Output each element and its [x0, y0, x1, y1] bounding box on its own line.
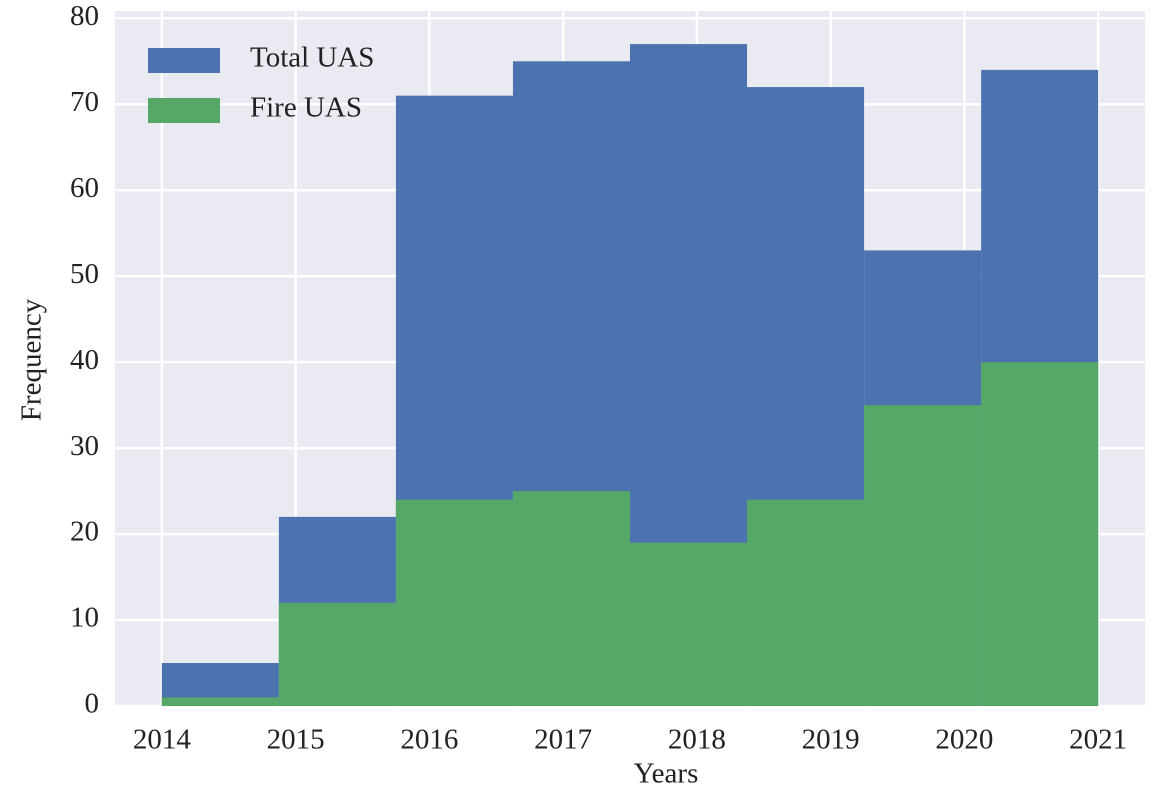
- bar: [747, 499, 865, 706]
- x-tick-label: 2016: [400, 724, 458, 756]
- y-axis-label: Frequency: [16, 298, 48, 421]
- x-tick-label: 2014: [133, 724, 192, 756]
- legend-swatch: [148, 98, 220, 123]
- y-tick-label: 30: [70, 430, 99, 462]
- y-tick-label: 40: [70, 344, 99, 376]
- legend-swatch: [148, 48, 220, 73]
- y-tick-label: 80: [70, 0, 99, 32]
- bar: [864, 405, 982, 706]
- x-tick-label: 2015: [267, 724, 325, 756]
- y-tick-label: 60: [70, 172, 99, 204]
- bar: [512, 491, 630, 706]
- bar: [630, 542, 748, 706]
- x-axis-label: Years: [634, 758, 699, 790]
- x-tick-label: 2018: [668, 724, 726, 756]
- x-tick-label: 2020: [935, 724, 993, 756]
- x-tick-label: 2017: [534, 724, 592, 756]
- x-tick-label: 2019: [802, 724, 860, 756]
- y-tick-label: 70: [70, 86, 99, 118]
- legend-label: Total UAS: [250, 42, 374, 74]
- bar: [981, 362, 1099, 706]
- y-tick-label: 10: [70, 602, 99, 634]
- bar: [161, 697, 279, 706]
- legend-label: Fire UAS: [250, 92, 362, 124]
- y-tick-label: 0: [85, 688, 100, 720]
- bar: [395, 499, 513, 706]
- y-tick-label: 50: [70, 258, 99, 290]
- y-tick-label: 20: [70, 516, 99, 548]
- bar: [278, 602, 396, 706]
- x-tick-label: 2021: [1069, 724, 1127, 756]
